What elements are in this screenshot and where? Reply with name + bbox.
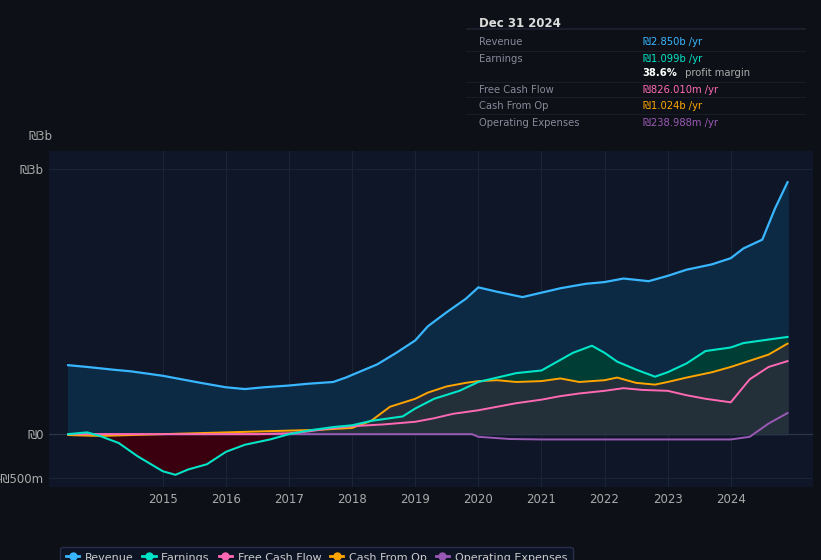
- Text: ₪1.024b /yr: ₪1.024b /yr: [643, 101, 702, 111]
- Text: ₪238.988m /yr: ₪238.988m /yr: [643, 118, 718, 128]
- Text: Revenue: Revenue: [479, 37, 522, 47]
- Text: ₪3b: ₪3b: [29, 130, 53, 143]
- Text: Dec 31 2024: Dec 31 2024: [479, 17, 561, 30]
- Text: Free Cash Flow: Free Cash Flow: [479, 85, 554, 95]
- Text: ₪2.850b /yr: ₪2.850b /yr: [643, 37, 702, 47]
- Text: ₪826.010m /yr: ₪826.010m /yr: [643, 85, 718, 95]
- Text: Earnings: Earnings: [479, 54, 523, 64]
- Text: Operating Expenses: Operating Expenses: [479, 118, 580, 128]
- Legend: Revenue, Earnings, Free Cash Flow, Cash From Op, Operating Expenses: Revenue, Earnings, Free Cash Flow, Cash …: [61, 547, 572, 560]
- Text: ₪1.099b /yr: ₪1.099b /yr: [643, 54, 702, 64]
- Text: Cash From Op: Cash From Op: [479, 101, 548, 111]
- Text: 38.6%: 38.6%: [643, 68, 677, 78]
- Text: profit margin: profit margin: [682, 68, 750, 78]
